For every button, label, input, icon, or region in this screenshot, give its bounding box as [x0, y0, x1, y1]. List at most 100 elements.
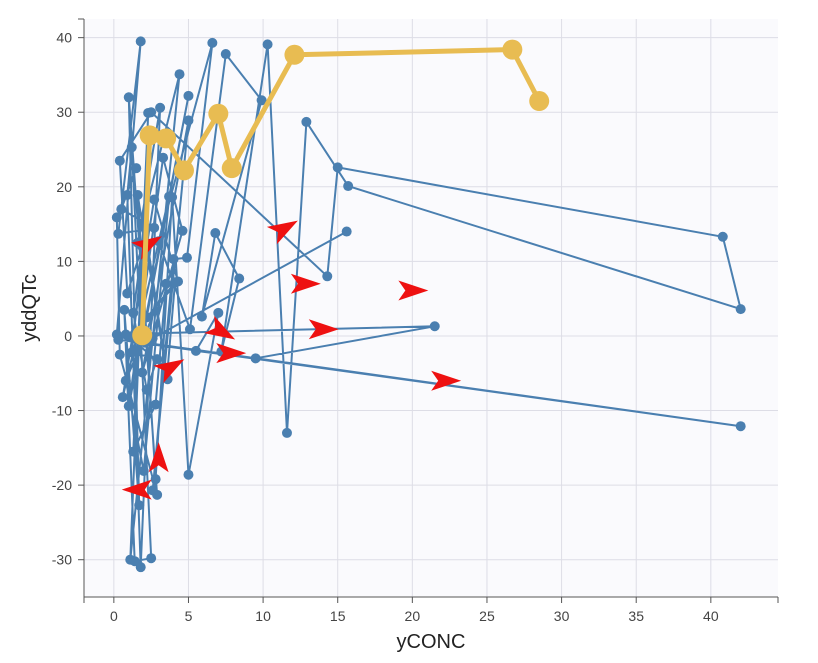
x-axis-label: yCONC [397, 631, 466, 653]
y-tick-label: 40 [56, 30, 72, 46]
blue-series-point [184, 324, 195, 335]
blue-series-point [150, 474, 161, 485]
blue-series-point [122, 288, 133, 299]
blue-series-point [125, 554, 136, 565]
blue-series-point [146, 553, 157, 564]
blue-series-point [158, 152, 169, 163]
y-tick-label: 20 [56, 179, 72, 195]
blue-series-point [137, 367, 148, 378]
blue-series-point [183, 469, 194, 480]
blue-series-point [717, 231, 728, 242]
x-tick-label: 20 [405, 608, 421, 624]
plot-background [84, 19, 778, 597]
blue-series-point [170, 277, 181, 288]
highlight-series-point [221, 158, 242, 179]
blue-series-point [210, 228, 221, 239]
blue-series-point [207, 37, 218, 48]
blue-series-point [114, 349, 125, 360]
blue-series-point [113, 334, 124, 345]
blue-series-point [183, 90, 194, 101]
blue-series-point [135, 562, 146, 573]
highlight-series-layer [132, 39, 550, 346]
y-tick-label: -10 [52, 403, 72, 419]
highlight-series-point [156, 128, 177, 149]
blue-series-point [735, 421, 746, 432]
blue-series-point [111, 212, 122, 223]
blue-series-point [116, 204, 127, 215]
blue-series-point [250, 353, 261, 364]
blue-series-point [220, 49, 231, 60]
blue-series-point [122, 190, 133, 201]
y-tick-label: 0 [64, 328, 72, 344]
y-axis-label: yddQTc [19, 274, 41, 342]
x-tick-label: 15 [330, 608, 346, 624]
blue-series-point [150, 399, 161, 410]
blue-series-point [147, 485, 158, 496]
blue-series-point [120, 329, 131, 340]
direction-arrow [204, 315, 236, 340]
blue-series-point [262, 39, 273, 50]
x-tick-label: 35 [628, 608, 644, 624]
blue-series-point [167, 192, 178, 203]
x-tick-label: 0 [110, 608, 118, 624]
direction-arrow [290, 273, 321, 294]
blue-series-point [117, 392, 128, 403]
blue-series-point [128, 307, 139, 318]
blue-series-point [213, 307, 224, 318]
blue-series-point [123, 401, 134, 412]
highlight-series-point [139, 125, 160, 146]
blue-series-point [332, 162, 343, 173]
blue-series-point [429, 321, 440, 332]
direction-arrow [121, 479, 152, 500]
blue-series-point [126, 142, 137, 153]
blue-series-point [234, 273, 245, 284]
highlight-series-point [132, 325, 153, 346]
blue-series-point [301, 116, 312, 127]
blue-series-point [120, 375, 131, 386]
arrow-layer [121, 220, 462, 500]
blue-series-point [155, 102, 166, 113]
direction-arrow [216, 343, 247, 364]
highlight-series-point [502, 39, 523, 60]
x-tick-label: 10 [255, 608, 271, 624]
x-tick-label: 25 [479, 608, 495, 624]
blue-series-point [281, 427, 292, 438]
highlight-series-point [529, 91, 550, 112]
blue-series-point [181, 252, 192, 263]
y-tick-label: 10 [56, 253, 72, 269]
axes: 0 5 10 15 20 25 30 35 40 -30 -20 -10 0 10 20 30 40 [52, 18, 779, 624]
blue-series-point [735, 304, 746, 315]
direction-arrow [153, 359, 185, 383]
x-tick-label: 30 [554, 608, 570, 624]
direction-arrow [431, 370, 462, 391]
blue-series-point [132, 190, 143, 201]
highlight-series-point [173, 160, 194, 181]
highlight-series-point [284, 44, 305, 65]
blue-series-point [126, 347, 137, 358]
blue-series-point [177, 225, 188, 236]
blue-series-point [134, 500, 145, 511]
blue-series-point [146, 107, 157, 118]
direction-arrow [398, 280, 429, 301]
blue-series-point [196, 311, 207, 322]
blue-series-point [174, 69, 185, 80]
direction-arrow [148, 442, 169, 473]
blue-series-point [128, 446, 139, 457]
blue-series-point [149, 222, 160, 233]
blue-series-point [256, 95, 267, 106]
blue-series-point [343, 181, 354, 192]
blue-series-point [341, 226, 352, 237]
blue-series-point [190, 345, 201, 356]
direction-arrow [308, 319, 339, 340]
blue-series-point [131, 163, 142, 174]
blue-series-point [149, 194, 160, 205]
blue-series-point [119, 304, 130, 315]
blue-series-point [322, 271, 333, 282]
direction-arrow [266, 220, 298, 245]
blue-series-point [183, 115, 194, 126]
blue-series-point [113, 228, 124, 239]
blue-series-point [152, 354, 163, 365]
blue-series-point [135, 36, 146, 47]
